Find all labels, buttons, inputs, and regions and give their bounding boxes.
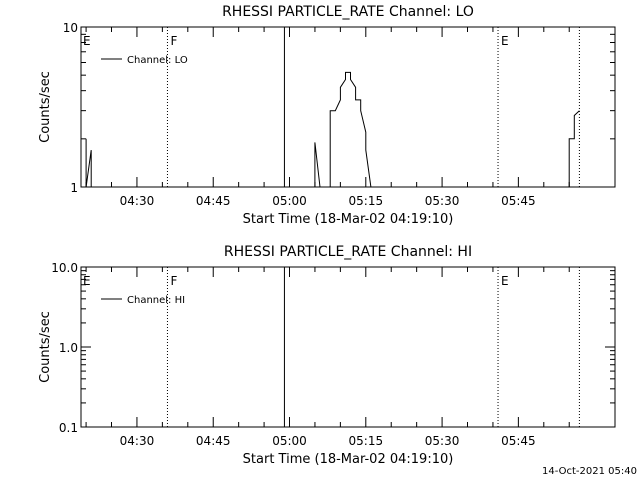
series-line-segment <box>314 142 321 188</box>
event-marker-label: E <box>501 34 509 48</box>
y-tick-label: 10 <box>63 21 78 35</box>
x-tick-label: 04:30 <box>120 194 155 208</box>
y-tick-label: 1.0 <box>59 341 78 355</box>
x-tick-label: 05:00 <box>272 194 307 208</box>
y-axis-label: Counts/sec <box>38 71 53 143</box>
panel-1: RHESSI PARTICLE_RATE Channel: LO Counts/s… <box>38 4 616 227</box>
legend-label: Channel: HI <box>127 295 185 306</box>
y-tick-label: 0.1 <box>59 421 78 435</box>
series-line-segment <box>568 110 580 187</box>
chart-title: RHESSI PARTICLE_RATE Channel: HI <box>224 244 472 260</box>
event-marker-label: E <box>83 274 91 288</box>
chart-title: RHESSI PARTICLE_RATE Channel: LO <box>222 4 474 20</box>
plot-frame <box>80 266 616 428</box>
y-axis-label: Counts/sec <box>38 311 53 383</box>
x-tick-label: 05:30 <box>425 194 460 208</box>
footer-timestamp: 14-Oct-2021 05:40 <box>542 466 637 477</box>
x-tick-label: 04:45 <box>196 194 231 208</box>
x-tick-label: 05:45 <box>501 434 536 448</box>
x-tick-label: 04:30 <box>120 434 155 448</box>
x-axis-label: Start Time (18-Mar-02 04:19:10) <box>243 212 454 227</box>
y-tick-label: 1 <box>70 181 78 195</box>
x-tick-label: 05:30 <box>425 434 460 448</box>
event-marker-label: F <box>170 274 177 288</box>
x-tick-label: 04:45 <box>196 434 231 448</box>
event-marker-label: E <box>83 34 91 48</box>
x-tick-label: 05:15 <box>349 194 384 208</box>
panel-2: RHESSI PARTICLE_RATE Channel: HI Counts/s… <box>38 244 616 467</box>
y-tick-label: 10.0 <box>51 261 78 275</box>
legend-label: Channel: LO <box>127 55 188 66</box>
series-line-segment <box>329 71 372 188</box>
event-marker-label: E <box>501 274 509 288</box>
x-tick-label: 05:00 <box>272 434 307 448</box>
x-axis-label: Start Time (18-Mar-02 04:19:10) <box>243 452 454 467</box>
plot-frame <box>80 26 616 188</box>
x-tick-label: 05:45 <box>501 194 536 208</box>
x-tick-label: 05:15 <box>349 434 384 448</box>
panels: RHESSI PARTICLE_RATE Channel: LO Counts/s… <box>38 4 616 467</box>
series-line-segment <box>85 138 92 188</box>
event-marker-label: F <box>170 34 177 48</box>
